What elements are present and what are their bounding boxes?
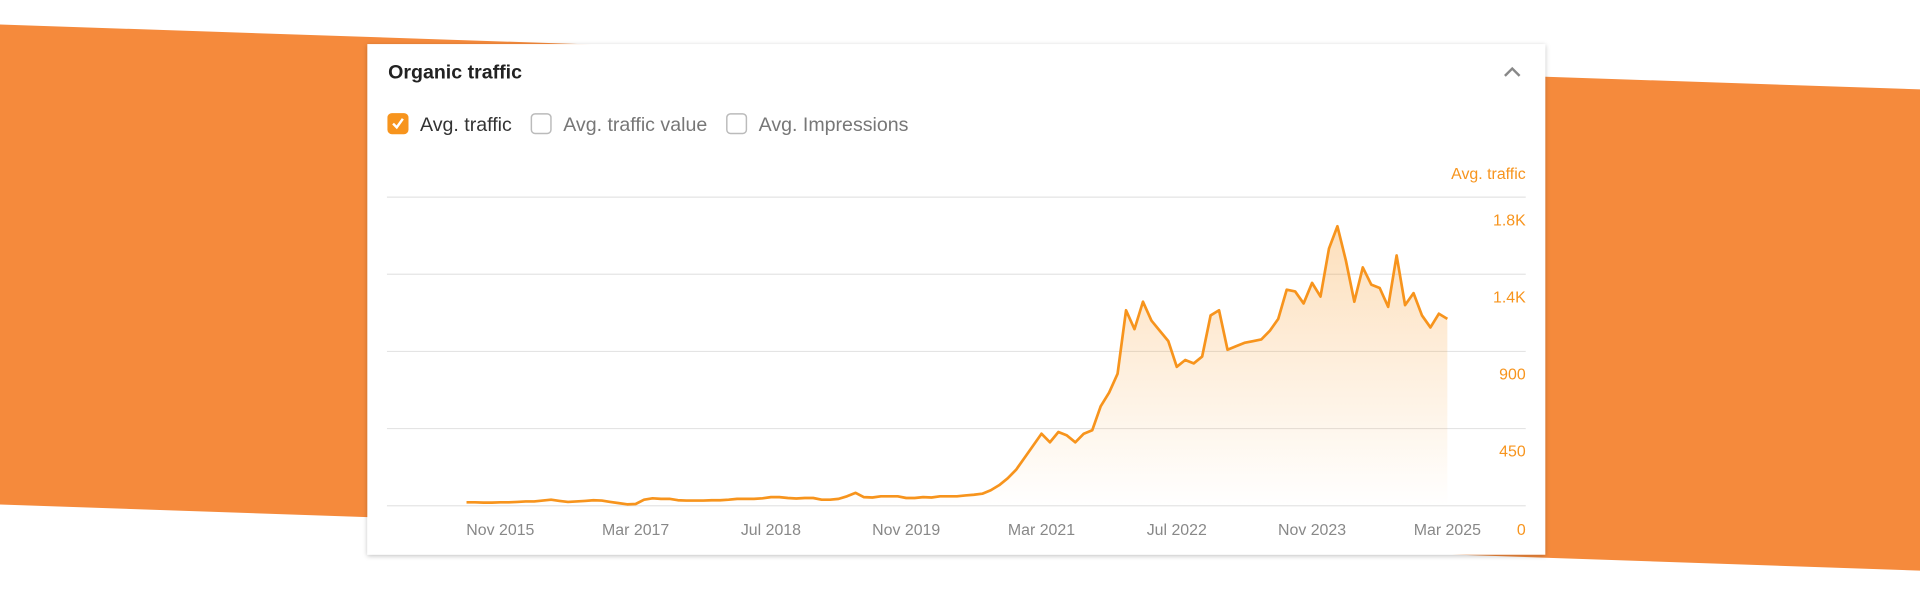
line [466,224,1449,506]
x-tick-label: Mar 2021 [1008,522,1075,539]
checkmark [392,118,404,130]
y-tick-label: 0 [1517,522,1526,539]
x-tick-label: Nov 2023 [1278,522,1346,539]
x-tick-label: Jul 2018 [741,522,801,539]
x-tick-label: Mar 2017 [602,522,669,539]
checkbox-label[interactable]: Avg. traffic value [563,114,707,136]
collapse-button[interactable] [1504,66,1521,77]
options: Avg. traffic Avg. traffic value Avg. Impre… [387,113,909,136]
x-tick-label: Jul 2022 [1147,522,1207,539]
checkbox[interactable] [726,113,748,135]
y-tick-label: 450 [1499,444,1526,461]
area-fill [466,226,1448,506]
y-tick-label: 900 [1499,367,1526,384]
y-axis-title: Avg. traffic [1451,166,1526,183]
checkbox-label[interactable]: Avg. traffic [420,114,512,136]
y-tick-label: 1.8K [1493,212,1526,229]
x-tick-label: Mar 2025 [1414,522,1481,539]
x-tick-label: Nov 2015 [466,522,534,539]
plot: Avg. traffic 0 450 900 1.4K 1.8K Nov 2015 Mar 2… [386,166,1526,539]
x-tick-label: Nov 2019 [872,522,940,539]
checkbox-label[interactable]: Avg. Impressions [759,114,909,136]
checkbox[interactable] [530,113,552,135]
card-title: Organic traffic [388,61,522,83]
y-tick-label: 1.4K [1493,289,1526,306]
